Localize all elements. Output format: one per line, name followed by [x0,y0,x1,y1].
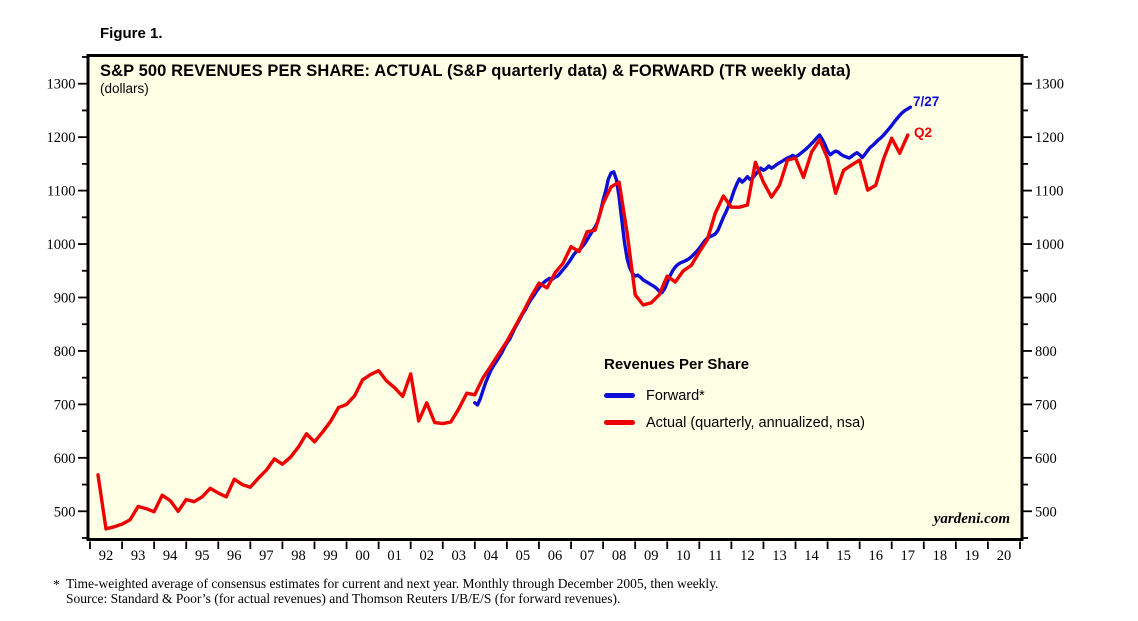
x-tick-label: 97 [259,548,274,564]
x-tick-label: 95 [195,548,210,564]
chart-subtitle: (dollars) [100,81,149,96]
y-tick-label-left: 900 [54,291,76,307]
x-tick-label: 09 [644,548,659,564]
legend: Revenues Per Share Forward* Actual (quar… [604,356,865,436]
x-tick-label: 12 [740,548,755,564]
x-tick-label: 15 [836,548,851,564]
x-tick-label: 11 [708,548,722,564]
y-tick-label-right: 700 [1035,397,1057,413]
y-tick-label-left: 600 [54,451,76,467]
x-tick-label: 99 [323,548,338,564]
x-tick-label: 08 [612,548,627,564]
plot-area [86,54,1024,541]
y-tick-label-right: 1100 [1035,184,1063,200]
x-tick-label: 16 [868,548,883,564]
y-tick-label-right: 1300 [1035,77,1064,93]
x-tick-label: 04 [484,548,499,564]
x-tick-label: 01 [387,548,402,564]
x-tick-label: 18 [933,548,948,564]
x-tick-label: 94 [163,548,178,564]
x-tick-label: 06 [548,548,563,564]
x-tick-label: 03 [452,548,467,564]
legend-item-forward: Forward* [604,382,865,409]
x-tick-label: 20 [997,548,1012,564]
footnote-marker: * [53,577,60,592]
y-tick-label-left: 500 [54,504,76,520]
figure-label: Figure 1. [100,25,163,42]
series-lines [96,105,913,531]
y-tick-label-right: 600 [1035,451,1057,467]
x-tick-label: 96 [227,548,242,564]
x-tick-label: 92 [99,548,114,564]
y-tick-label-left: 800 [54,344,76,360]
x-tick-label: 19 [965,548,980,564]
y-tick-label-left: 1300 [47,77,76,93]
y-tick-label-right: 1200 [1035,130,1064,146]
annotation-forward-date: 7/27 [913,94,940,109]
forward-line-swatch [604,393,635,398]
y-tick-label-right: 900 [1035,291,1057,307]
y-tick-label-left: 700 [54,397,76,413]
chart-title: S&P 500 REVENUES PER SHARE: ACTUAL (S&P … [100,62,851,80]
forward-line [473,105,913,407]
annotation-actual-quarter: Q2 [914,125,933,140]
x-tick-label: 17 [901,548,916,564]
x-tick-label: 98 [291,548,306,564]
y-axes: 500 500 600 600 700 700 800 800 900 900 1000 1000 11… [47,56,1064,539]
actual-line-swatch [604,420,635,425]
legend-label-forward: Forward* [646,387,705,404]
x-tick-label: 14 [804,548,819,564]
x-tick-label: 02 [419,548,434,564]
y-tick-label-left: 1100 [47,184,75,200]
y-tick-label-left: 1200 [47,130,76,146]
x-tick-label: 13 [772,548,787,564]
legend-title: Revenues Per Share [604,356,750,373]
y-tick-label-right: 1000 [1035,237,1064,253]
x-axis: 92 93 94 95 96 97 98 99 00 01 02 03 04 05 06 07 08 09 10 11… [89,541,1021,564]
footnote-line-1: Time-weighted average of consensus estim… [66,576,719,591]
x-tick-label: 05 [516,548,531,564]
legend-label-actual: Actual (quarterly, annualized, nsa) [646,414,865,431]
x-tick-label: 93 [131,548,146,564]
footnote: Time-weighted average of consensus estim… [66,576,719,606]
y-tick-label-right: 800 [1035,344,1057,360]
x-tick-label: 07 [580,548,595,564]
y-tick-label-left: 1000 [47,237,76,253]
y-tick-label-right: 500 [1035,504,1057,520]
legend-item-actual: Actual (quarterly, annualized, nsa) [604,409,865,436]
x-tick-label: 10 [676,548,691,564]
watermark: yardeni.com [933,511,1010,527]
actual-line [96,133,910,531]
footnote-line-2: Source: Standard & Poor’s (for actual re… [66,590,621,606]
x-tick-label: 00 [355,548,370,564]
